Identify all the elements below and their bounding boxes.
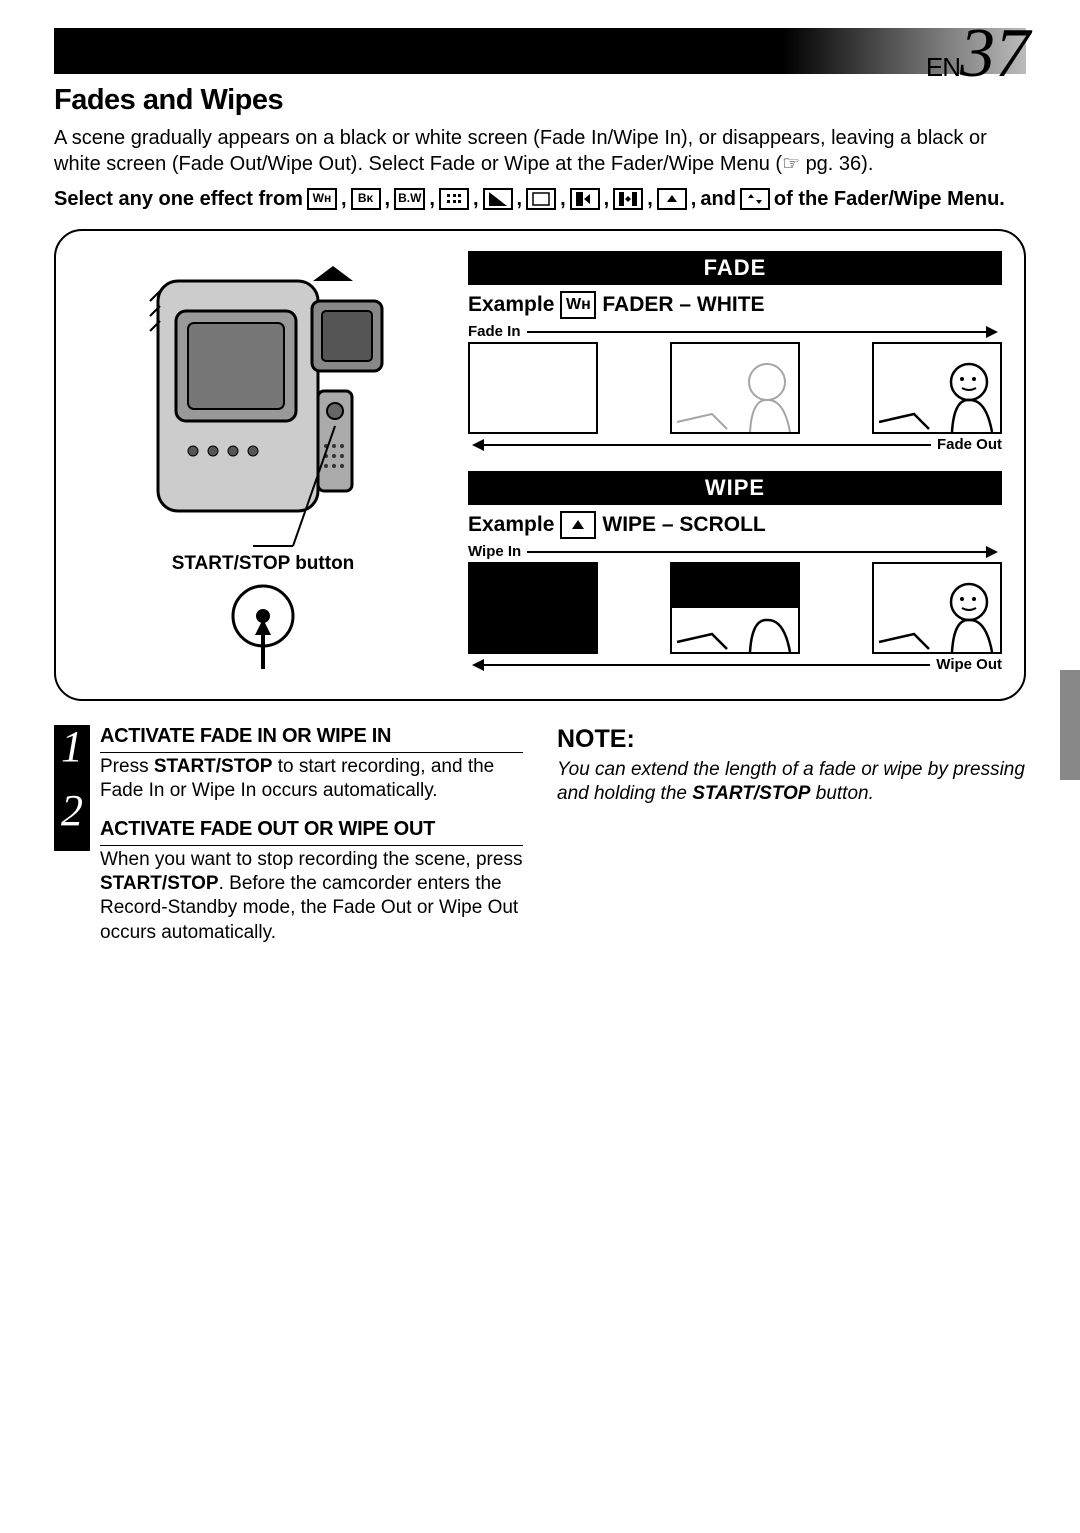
- fade-example-prefix: Example: [468, 293, 554, 317]
- page-number: 37: [960, 26, 1030, 82]
- step-1-body: Press START/STOP to start recording, and…: [100, 755, 523, 804]
- fade-thumb-1: [468, 342, 598, 434]
- step-numbers-strip: 1 2: [54, 725, 90, 851]
- step-2: ACTIVATE FADE OUT OR WIPE OUT When you w…: [100, 818, 523, 945]
- page-number-corner: EN 37: [926, 26, 1030, 83]
- wipe-out-label: Wipe Out: [936, 656, 1002, 673]
- wipe-example-text: WIPE – SCROLL: [602, 513, 765, 537]
- step-2-number: 2: [61, 789, 83, 833]
- select-prefix: Select any one effect from: [54, 183, 303, 215]
- select-suffix: of the Fader/Wipe Menu.: [774, 183, 1005, 215]
- start-stop-button-diagram: [218, 581, 308, 671]
- note-column: NOTE: You can extend the length of a fad…: [557, 725, 1026, 955]
- page-lang-label: EN: [926, 52, 960, 83]
- wipe-example-line: Example WIPE – SCROLL: [468, 511, 1002, 539]
- wipe-thumb-3: [872, 562, 1002, 654]
- wipe-in-arrow: Wipe In: [468, 543, 1002, 560]
- page-side-tab: [1060, 670, 1080, 780]
- wipe-mosaic-icon: [439, 188, 469, 210]
- columns: 1 2 ACTIVATE FADE IN OR WIPE IN Press ST…: [54, 725, 1026, 955]
- camera-illustration: [98, 251, 428, 551]
- fade-in-label: Fade In: [468, 323, 521, 340]
- start-stop-label: START/STOP button: [172, 553, 355, 575]
- wipe-header: WIPE: [468, 471, 1002, 505]
- fader-black-icon: Bᴋ: [351, 188, 381, 210]
- fade-thumb-2: [670, 342, 800, 434]
- fade-example-line: Example Wʜ FADER – WHITE: [468, 291, 1002, 319]
- wipe-out-arrow: Wipe Out: [468, 656, 1002, 673]
- wipe-slide-icon: [570, 188, 600, 210]
- fader-white-icon: Wʜ: [307, 188, 337, 210]
- wipe-door-icon: [740, 188, 770, 210]
- wipe-example-icon: [560, 511, 596, 539]
- fade-thumb-3: [872, 342, 1002, 434]
- diagram-left: START/STOP button: [78, 251, 448, 673]
- wipe-shutter-icon: [613, 188, 643, 210]
- wipe-scroll-icon: [657, 188, 687, 210]
- select-effect-line: Select any one effect from Wʜ, Bᴋ, B.W, …: [54, 183, 1026, 215]
- step-row: 1 2 ACTIVATE FADE IN OR WIPE IN Press ST…: [54, 725, 523, 945]
- wipe-thumb-2: [670, 562, 800, 654]
- fade-out-arrow: Fade Out: [468, 436, 1002, 453]
- header-gradient-bar: EN 37: [54, 28, 1026, 74]
- fade-header: FADE: [468, 251, 1002, 285]
- select-and: and: [700, 183, 736, 215]
- step-1-number: 1: [61, 725, 83, 769]
- section-heading: Fades and Wipes: [54, 84, 1026, 117]
- step-2-body: When you want to stop recording the scen…: [100, 848, 523, 945]
- note-body: You can extend the length of a fade or w…: [557, 758, 1026, 807]
- wipe-corner-icon: [483, 188, 513, 210]
- wipe-thumbs: [468, 562, 1002, 654]
- wipe-window-icon: [526, 188, 556, 210]
- note-title: NOTE:: [557, 725, 1026, 754]
- diagram-panel: START/STOP button FADE Example Wʜ FADER …: [54, 229, 1026, 701]
- steps-column: 1 2 ACTIVATE FADE IN OR WIPE IN Press ST…: [54, 725, 523, 955]
- fade-thumbs: [468, 342, 1002, 434]
- steps-content: ACTIVATE FADE IN OR WIPE IN Press START/…: [100, 725, 523, 945]
- fade-example-icon: Wʜ: [560, 291, 596, 319]
- fade-out-label: Fade Out: [937, 436, 1002, 453]
- diagram-right: FADE Example Wʜ FADER – WHITE Fade In Fa…: [468, 251, 1002, 673]
- wipe-example-prefix: Example: [468, 513, 554, 537]
- intro-paragraph: A scene gradually appears on a black or …: [54, 125, 1026, 177]
- fader-bw-icon: B.W: [394, 188, 425, 210]
- fade-in-arrow: Fade In: [468, 323, 1002, 340]
- step-1: ACTIVATE FADE IN OR WIPE IN Press START/…: [100, 725, 523, 804]
- step-2-title: ACTIVATE FADE OUT OR WIPE OUT: [100, 818, 523, 846]
- step-1-title: ACTIVATE FADE IN OR WIPE IN: [100, 725, 523, 753]
- fade-example-text: FADER – WHITE: [602, 293, 764, 317]
- wipe-in-label: Wipe In: [468, 543, 521, 560]
- wipe-thumb-1: [468, 562, 598, 654]
